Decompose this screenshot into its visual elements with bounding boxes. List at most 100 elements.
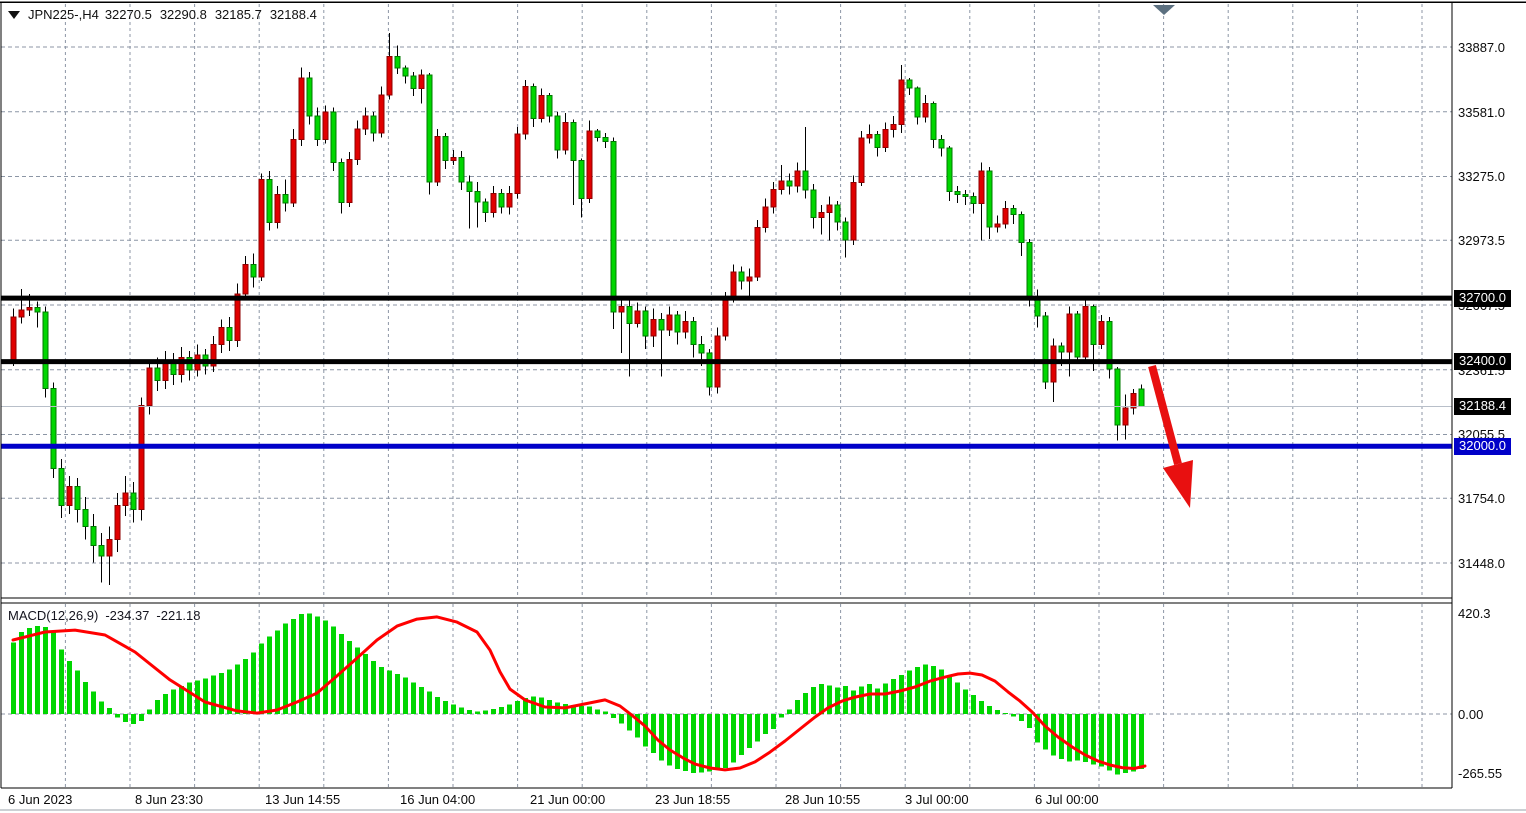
macd-histogram-bar bbox=[179, 685, 184, 714]
candle-up bbox=[18, 309, 25, 318]
macd-histogram-bar bbox=[867, 683, 872, 714]
candle-down bbox=[1026, 241, 1033, 299]
macd-histogram-bar bbox=[811, 686, 816, 714]
macd-histogram-bar bbox=[683, 714, 688, 772]
candle-up bbox=[618, 306, 625, 313]
candle-up bbox=[586, 130, 593, 200]
macd-histogram-bar bbox=[387, 670, 392, 714]
candle-down bbox=[914, 87, 921, 118]
candle-up bbox=[882, 129, 889, 148]
macd-histogram-bar bbox=[491, 708, 496, 714]
time-axis-label: 6 Jun 2023 bbox=[8, 792, 73, 807]
candle-down bbox=[738, 271, 745, 282]
candle-down bbox=[226, 327, 233, 341]
macd-main-value: -234.37 bbox=[105, 608, 150, 623]
candle-down bbox=[1058, 345, 1065, 353]
candle-up bbox=[66, 485, 73, 506]
macd-histogram-bar bbox=[99, 701, 104, 714]
macd-histogram-bar bbox=[803, 692, 808, 714]
candle-up bbox=[858, 137, 865, 183]
candle-up bbox=[298, 77, 305, 140]
horizontal-level-lines bbox=[1, 295, 1452, 449]
candle-down bbox=[1010, 207, 1017, 216]
macd-histogram-bar bbox=[91, 691, 96, 714]
candle-down bbox=[466, 181, 473, 192]
candle-down bbox=[498, 192, 505, 208]
candle-down bbox=[330, 111, 337, 164]
macd-histogram-bar bbox=[443, 701, 448, 714]
macd-histogram-bar bbox=[251, 652, 256, 714]
candle-down bbox=[642, 310, 649, 337]
macd-histogram-bar bbox=[1083, 714, 1088, 763]
candle-up bbox=[218, 327, 225, 346]
candle-down bbox=[458, 156, 465, 183]
candle-down bbox=[90, 526, 97, 547]
candle-up bbox=[978, 170, 985, 205]
macd-histogram-bar bbox=[467, 709, 472, 714]
candle-down bbox=[34, 307, 41, 313]
macd-histogram-bar bbox=[691, 714, 696, 774]
macd-histogram-bar bbox=[899, 675, 904, 714]
candle-down bbox=[82, 509, 89, 528]
macd-histogram-bar bbox=[227, 669, 232, 714]
candle-down bbox=[74, 485, 81, 511]
symbol-dropdown-icon[interactable] bbox=[8, 10, 20, 19]
candle-up bbox=[450, 156, 457, 162]
candle-up bbox=[754, 226, 761, 278]
candle-down bbox=[938, 138, 945, 149]
arrow-shaft bbox=[1148, 364, 1182, 466]
candle-down bbox=[970, 196, 977, 205]
macd-histogram-bar bbox=[187, 682, 192, 714]
macd-histogram-bar bbox=[515, 701, 520, 714]
candle-up bbox=[762, 206, 769, 228]
macd-histogram-bar bbox=[819, 683, 824, 714]
macd-histogram-bar bbox=[779, 714, 784, 718]
candle-up bbox=[722, 298, 729, 337]
trend-arrow[interactable] bbox=[1148, 364, 1193, 508]
candle-down bbox=[834, 204, 841, 223]
macd-histogram-bar bbox=[435, 697, 440, 714]
macd-histogram-bar bbox=[971, 695, 976, 714]
candle-down bbox=[962, 193, 969, 198]
macd-histogram-bar bbox=[35, 625, 40, 714]
candle-down bbox=[698, 344, 705, 354]
macd-histogram-bar bbox=[115, 714, 120, 718]
macd-histogram-bar bbox=[755, 714, 760, 742]
macd-histogram-bar bbox=[915, 667, 920, 714]
candle-up bbox=[490, 192, 497, 213]
candle-up bbox=[730, 271, 737, 300]
price-axis-label: 33581.0 bbox=[1458, 104, 1505, 120]
candle-up bbox=[650, 318, 657, 337]
macd-histogram-bar bbox=[603, 711, 608, 714]
candle-up bbox=[866, 134, 873, 139]
macd-histogram-bar bbox=[283, 623, 288, 714]
macd-histogram-bar bbox=[27, 627, 32, 714]
macd-histogram-bar bbox=[611, 714, 616, 719]
macd-histogram-bar bbox=[931, 666, 936, 714]
candle-up bbox=[386, 56, 393, 96]
macd-histogram-bar bbox=[123, 714, 128, 722]
candle-up bbox=[506, 192, 513, 208]
macd-indicator-label: MACD(12,26,9) -234.37 -221.18 bbox=[8, 608, 201, 623]
chart-shift-marker-icon[interactable] bbox=[1153, 5, 1175, 15]
candle-up bbox=[10, 316, 17, 362]
candle-down bbox=[426, 74, 433, 183]
candle-down bbox=[250, 263, 257, 278]
macd-signal-line bbox=[11, 615, 1147, 772]
macd-histogram-bar bbox=[475, 711, 480, 714]
macd-histogram-bar bbox=[979, 701, 984, 714]
candle-down bbox=[42, 311, 49, 390]
macd-histogram-bar bbox=[219, 672, 224, 714]
candle-down bbox=[578, 160, 585, 200]
macd-histogram-bar bbox=[907, 670, 912, 714]
candle-down bbox=[1114, 368, 1121, 426]
candle-down bbox=[594, 130, 601, 138]
candle-down bbox=[98, 545, 105, 557]
level-price-tag-32400: 32400.0 bbox=[1454, 353, 1511, 371]
macd-histogram-bar bbox=[459, 707, 464, 714]
open-value: 32270.5 bbox=[104, 7, 152, 22]
macd-histogram-bar bbox=[995, 709, 1000, 714]
macd-scale-zero: 0.00 bbox=[1458, 707, 1484, 722]
macd-histogram-bar bbox=[723, 714, 728, 768]
candle-up bbox=[1098, 320, 1105, 345]
